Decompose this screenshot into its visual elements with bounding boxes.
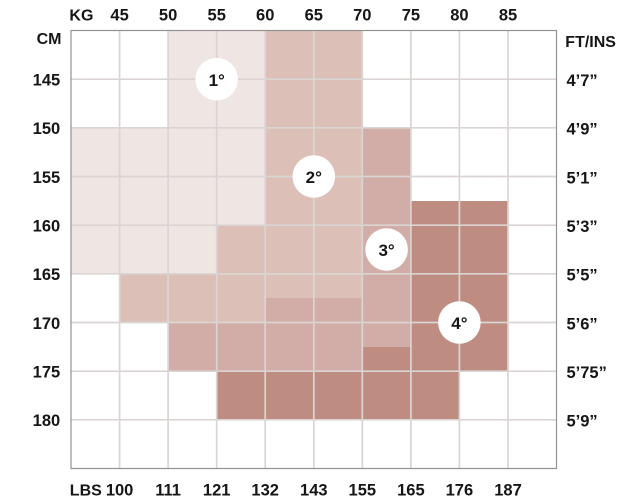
svg-text:80: 80 [450, 6, 468, 24]
svg-text:4’7”: 4’7” [567, 72, 598, 90]
svg-text:165: 165 [397, 481, 425, 499]
svg-text:85: 85 [499, 6, 517, 24]
svg-text:100: 100 [106, 481, 134, 499]
svg-text:5’3”: 5’3” [567, 218, 598, 236]
svg-text:65: 65 [305, 6, 323, 24]
svg-text:132: 132 [251, 481, 279, 499]
svg-text:5’9”: 5’9” [567, 413, 598, 431]
svg-text:2°: 2° [306, 168, 322, 187]
svg-text:60: 60 [256, 6, 274, 24]
svg-text:45: 45 [110, 6, 128, 24]
svg-text:FT/INS: FT/INS [565, 34, 616, 51]
svg-text:4’9”: 4’9” [567, 121, 598, 139]
svg-text:175: 175 [33, 364, 61, 382]
svg-text:165: 165 [33, 266, 61, 284]
svg-text:50: 50 [159, 6, 177, 24]
svg-text:143: 143 [300, 481, 328, 499]
svg-text:CM: CM [37, 31, 62, 48]
svg-text:75: 75 [402, 6, 420, 24]
svg-text:KG: KG [69, 7, 93, 24]
svg-text:5’75”: 5’75” [567, 364, 607, 382]
svg-text:145: 145 [33, 72, 61, 90]
svg-text:170: 170 [33, 315, 61, 333]
svg-text:3°: 3° [378, 241, 394, 260]
svg-text:5’1”: 5’1” [567, 169, 598, 187]
svg-text:187: 187 [494, 481, 522, 499]
svg-text:121: 121 [203, 481, 231, 499]
svg-text:180: 180 [33, 412, 61, 430]
svg-text:111: 111 [155, 481, 181, 499]
svg-text:5’6”: 5’6” [567, 315, 598, 333]
svg-text:160: 160 [33, 218, 61, 236]
svg-text:70: 70 [353, 6, 371, 24]
svg-text:150: 150 [33, 120, 61, 138]
svg-text:LBS: LBS [70, 482, 102, 499]
svg-text:5’5”: 5’5” [567, 267, 598, 285]
svg-text:176: 176 [446, 481, 474, 499]
svg-text:55: 55 [208, 6, 226, 24]
svg-text:155: 155 [33, 169, 61, 187]
svg-text:4°: 4° [451, 314, 467, 333]
svg-text:155: 155 [349, 481, 377, 499]
svg-text:1°: 1° [209, 71, 225, 90]
